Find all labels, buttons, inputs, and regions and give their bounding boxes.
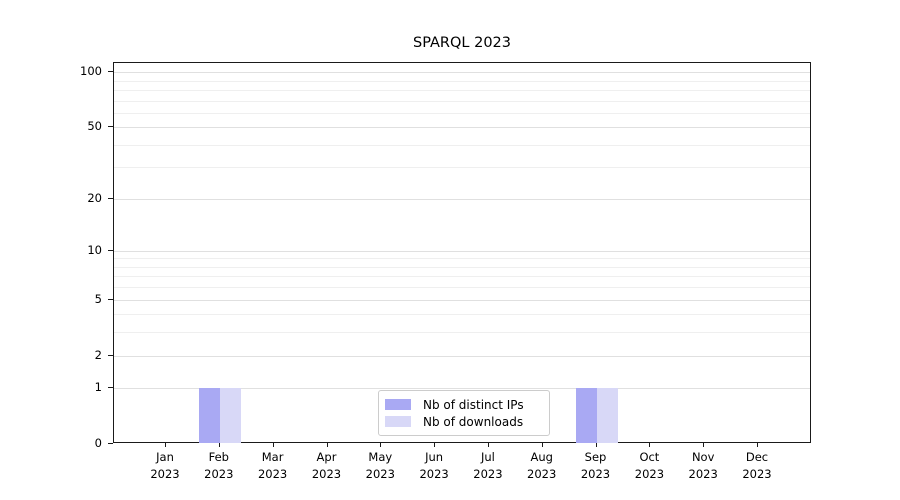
y-gridline-minor [114,89,810,91]
y-tick-label: 50 [87,119,102,134]
x-tick-label: Jun 2023 [404,449,464,482]
y-gridline-major [114,355,810,357]
y-gridline-major [114,299,810,301]
y-tick-label: 0 [94,436,102,450]
bar-nb-of-downloads-sep-2023 [596,388,618,443]
x-tick-label: Mar 2023 [243,449,303,482]
legend-label: Nb of distinct IPs [423,397,524,412]
x-tick-label: Dec 2023 [727,449,787,482]
x-tick-label-line: 2023 [204,466,234,481]
x-tick-label-line: 2023 [580,466,611,481]
y-tick [108,71,113,72]
x-tick [703,443,705,447]
y-tick-label: 1 [94,380,102,395]
x-tick [380,443,382,447]
bar-nb-of-downloads-feb-2023 [219,388,241,443]
y-tick [108,354,113,356]
x-tick [218,443,220,447]
y-gridline-minor [114,80,810,82]
y-gridline-major [114,198,810,200]
x-tick-label: Jul 2023 [458,449,518,482]
y-gridline-minor [114,258,810,260]
y-tick [108,443,113,444]
y-gridline-minor [114,276,810,278]
x-tick [595,443,597,447]
x-tick-label-line: 2023 [742,466,772,481]
y-gridline-minor [114,332,810,334]
bar-nb-of-distinct-ips-feb-2023 [198,388,220,443]
x-tick [272,443,274,447]
chart-title: SPARQL 2023 [412,35,512,51]
legend-item: Nb of distinct IPs [385,396,541,413]
x-tick-label-line: Sep [584,450,607,464]
x-tick [487,443,489,447]
y-tick [108,298,113,300]
x-tick-label-line: Jan [156,450,174,464]
x-tick-label-line: Feb [208,450,229,464]
plot-area [113,62,811,443]
x-tick [541,443,543,447]
x-tick-label: Aug 2023 [512,449,572,482]
y-tick [108,387,113,389]
x-tick-label-line: 2023 [311,466,342,481]
x-tick-label-line: 2023 [419,466,449,481]
x-tick-label-line: Oct [639,450,660,464]
x-tick-label-line: 2023 [473,466,503,481]
y-tick-label: 10 [87,242,102,257]
x-tick-label: Apr 2023 [297,449,357,482]
legend: Nb of distinct IPs Nb of downloads [378,390,550,436]
x-tick-label-line: 2023 [688,466,718,481]
x-tick-label-line: Nov [691,450,715,464]
y-gridline-major [114,250,810,252]
x-tick-label-line: Apr [316,450,337,464]
legend-item: Nb of downloads [385,413,541,430]
x-tick-label-line: 2023 [527,466,557,481]
x-tick-label-line: 2023 [634,466,665,481]
bar-nb-of-distinct-ips-sep-2023 [575,388,597,443]
y-gridline-minor [114,144,810,146]
x-tick [757,443,758,447]
y-tick [108,197,113,199]
y-gridline-minor [114,100,810,102]
x-tick-label: Sep 2023 [566,449,626,482]
legend-label: Nb of downloads [423,414,524,429]
x-tick-label: Nov 2023 [673,449,733,482]
y-gridline-major [114,388,810,390]
x-tick-label-line: Mar [261,450,284,464]
y-tick-label: 2 [94,347,102,362]
x-tick-label-line: 2023 [150,466,180,481]
y-gridline-minor [114,167,810,169]
y-gridline-minor [114,314,810,316]
x-tick-label-line: Jun [425,450,444,464]
y-tick-label: 20 [87,190,102,205]
x-tick-label-line: May [368,450,393,464]
x-tick-label: Oct 2023 [619,449,679,482]
x-tick-label: May 2023 [350,449,410,482]
x-tick-label-line: Dec [745,450,769,464]
x-tick [165,443,166,447]
y-tick [108,249,113,251]
y-tick-label: 100 [80,64,102,78]
legend-swatch-icon [385,416,411,427]
y-tick [108,126,113,128]
x-tick [649,443,651,447]
x-tick-label-line: 2023 [365,466,395,481]
y-gridline-major [114,72,810,73]
y-gridline-minor [114,112,810,114]
x-tick-label: Jan 2023 [135,449,195,482]
y-gridline-minor [114,287,810,289]
x-tick [326,443,328,447]
x-tick-label-line: Aug [530,450,553,464]
x-tick-label: Feb 2023 [189,449,249,482]
x-tick-label-line: Jul [480,450,495,464]
x-tick [434,443,436,447]
y-tick-label: 5 [94,291,102,306]
y-gridline-major [114,127,810,129]
y-gridline-minor [114,266,810,268]
legend-swatch-icon [385,399,411,410]
x-tick-label-line: 2023 [257,466,288,481]
